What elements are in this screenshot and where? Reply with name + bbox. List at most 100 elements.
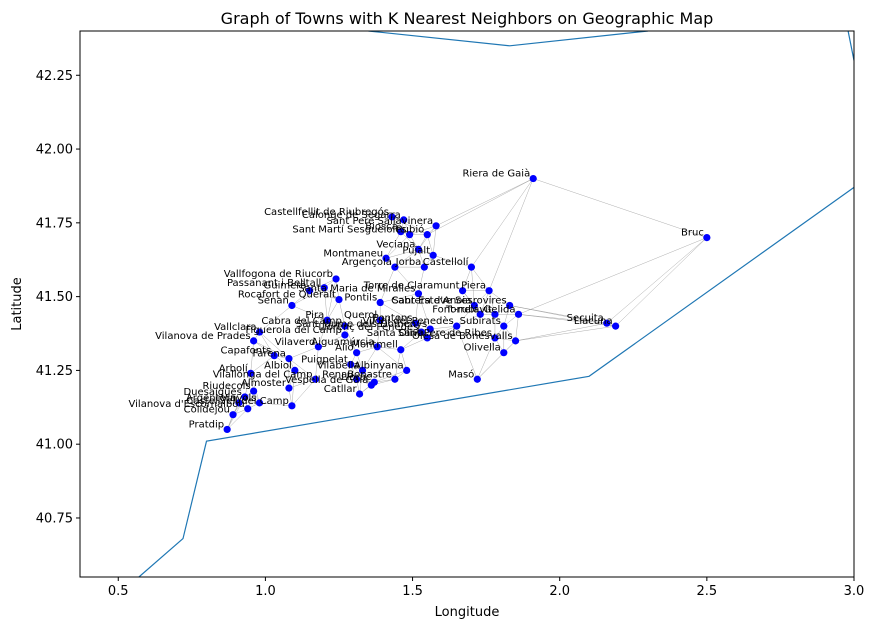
knn-edge (477, 340, 516, 380)
knn-edge (362, 346, 378, 371)
knn-edge (377, 346, 401, 350)
knn-edge (386, 249, 419, 259)
knn-edge (471, 266, 490, 291)
town-point (229, 411, 237, 419)
town-label: Argençola (342, 257, 392, 268)
knn-edge (515, 314, 519, 341)
town-point (244, 405, 252, 413)
town-label: Pujalt (402, 245, 430, 256)
town-point (367, 381, 375, 389)
knn-edge (350, 364, 372, 386)
town-label: Duesaigües (183, 387, 241, 398)
town-label: Calonge de Segarra (302, 210, 401, 221)
town-points (223, 174, 711, 434)
x-tick-label: 2.0 (549, 584, 570, 599)
knn-edge (615, 237, 707, 327)
knn-edge (477, 337, 496, 380)
knn-edge (318, 320, 328, 347)
town-label: Piera (461, 281, 486, 292)
knn-edge (327, 299, 340, 321)
town-point (358, 366, 367, 375)
town-point (453, 322, 461, 330)
town-point (314, 343, 322, 351)
knn-edge (471, 178, 534, 268)
knn-edge (518, 314, 616, 327)
knn-edge (488, 290, 496, 315)
town-point (403, 366, 411, 375)
knn-edge (291, 290, 310, 306)
x-tick-label: 2.5 (697, 584, 718, 599)
town-point (426, 325, 434, 333)
town-label: Biosca (365, 222, 398, 233)
knn-edge (427, 325, 457, 339)
town-label: Almoster (241, 378, 287, 389)
knn-edge (259, 305, 293, 333)
knn-edge (380, 320, 416, 324)
knn-edge (344, 326, 357, 353)
knn-edge (394, 266, 419, 294)
town-point (414, 290, 423, 298)
knn-edge (359, 370, 363, 395)
town-label: Castellvell del Camp (186, 396, 288, 407)
knn-edge (309, 290, 340, 300)
town-point (414, 245, 423, 253)
town-label: Renau (322, 369, 353, 380)
town-label: Vilanova d'Escornalbou (129, 399, 245, 410)
town-point (411, 319, 420, 327)
town-label: Puigpelat (301, 355, 348, 366)
town-point (320, 284, 328, 292)
knn-edge (374, 370, 407, 383)
y-tick-label: 41.00 (36, 438, 73, 453)
knn-edge (385, 234, 410, 259)
town-point (417, 328, 425, 336)
knn-edge (324, 287, 328, 321)
town-label: Vespella de Gaià (285, 374, 368, 386)
town-point (288, 402, 296, 410)
town-label: Torre de Claramunt (363, 281, 460, 292)
town-point (235, 399, 243, 407)
y-tick-label: 41.75 (36, 216, 73, 231)
knn-edge (394, 349, 401, 380)
town-label: Sant Pere Sallavinera (327, 216, 434, 227)
knn-edge (227, 408, 248, 430)
town-point (341, 322, 349, 330)
town-label: Vallclara (214, 322, 256, 333)
town-label: Aiguamúrcia (311, 336, 374, 348)
knn-edge (291, 370, 296, 406)
y-axis-ticks: 40.75 41.00 41.25 41.50 41.75 42.00 42.25 (36, 69, 80, 526)
town-point (332, 275, 340, 283)
knn-edge (415, 293, 419, 324)
town-point (612, 322, 620, 330)
town-label: Sant Esteve Sesrovires (392, 295, 506, 306)
town-point (485, 287, 493, 295)
town-point (250, 387, 258, 395)
town-label: Alió (335, 342, 354, 354)
knn-edge (291, 379, 316, 406)
town-point (420, 263, 428, 271)
knn-edge (391, 216, 428, 235)
knn-edge (400, 337, 428, 350)
knn-edge (327, 320, 345, 336)
town-point (355, 390, 364, 398)
town-point (247, 369, 255, 377)
x-tick-label: 0.5 (108, 584, 129, 599)
plot-frame (79, 30, 855, 578)
knn-edge (253, 340, 275, 356)
knn-edge (432, 225, 437, 256)
knn-edge (318, 334, 345, 347)
y-tick-label: 41.25 (36, 364, 73, 379)
town-point (376, 316, 384, 324)
knn-edge (377, 346, 407, 371)
knn-edge (291, 287, 325, 306)
town-point (391, 263, 399, 271)
knn-edge (488, 178, 534, 291)
knn-edge (380, 293, 419, 303)
town-label: Sant Pere de Ribes (398, 328, 492, 339)
town-label: Olivella (464, 343, 501, 354)
x-tick-label: 1.0 (255, 584, 276, 599)
knn-edge (436, 178, 534, 226)
knn-edge (394, 249, 419, 268)
town-label: Jorba (395, 257, 422, 268)
knn-edge (515, 322, 607, 342)
town-point (511, 337, 520, 345)
